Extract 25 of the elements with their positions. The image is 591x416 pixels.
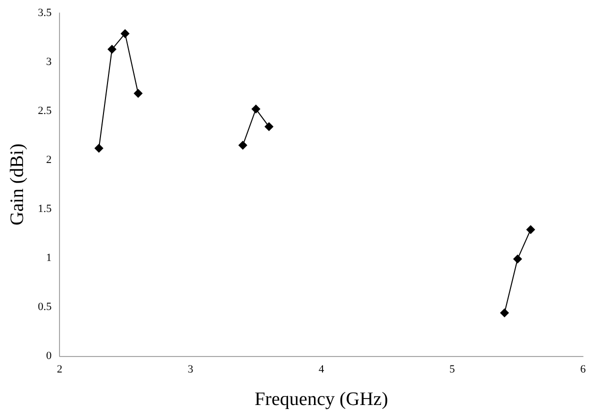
point [251, 104, 260, 114]
x-tick-label: 2 [56, 364, 62, 376]
y-tick-label: 1.5 [38, 203, 52, 215]
x-tick-label: 5 [449, 364, 456, 376]
point [94, 144, 104, 153]
point [526, 225, 536, 234]
x-tick-label: 6 [580, 364, 586, 376]
y-tick-label: 0 [46, 350, 52, 362]
point [107, 44, 116, 54]
x-tick-label: 3 [188, 364, 194, 376]
point [120, 29, 130, 38]
y-tick-label: 0.5 [38, 301, 52, 313]
x-axis-title: Frequency (GHz) [254, 389, 388, 410]
y-tick-label: 1 [46, 252, 52, 264]
y-tick-label: 2 [46, 154, 52, 166]
point [238, 140, 248, 150]
point [134, 88, 143, 98]
y-tick-label: 2.5 [38, 105, 52, 117]
y-tick-label: 3.5 [38, 7, 52, 19]
point [264, 122, 274, 132]
y-tick-label: 3 [46, 56, 52, 68]
point [513, 254, 522, 264]
y-axis-title: Gain (dBi) [7, 144, 28, 226]
point [500, 308, 509, 318]
x-tick-label: 4 [318, 364, 325, 376]
